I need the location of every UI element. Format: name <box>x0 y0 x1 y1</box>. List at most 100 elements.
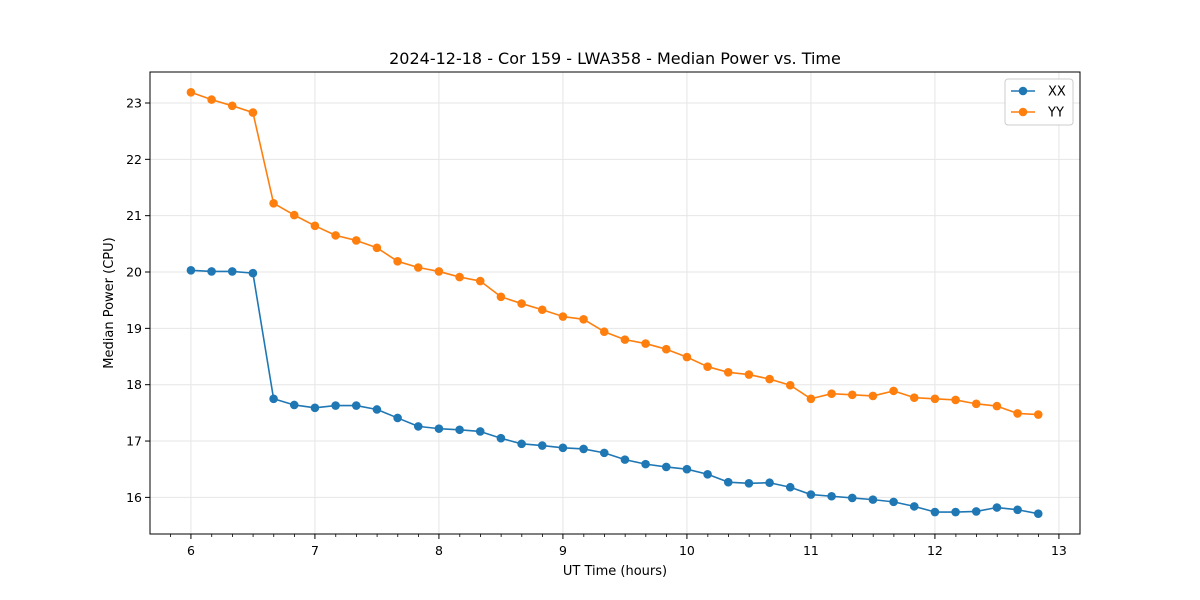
data-point-xx <box>703 469 712 479</box>
data-point-yy <box>765 374 774 384</box>
data-point-xx <box>930 507 940 517</box>
data-point-yy <box>661 344 671 354</box>
x-axis: 6 7 8 9 10 11 12 13 <box>169 534 1067 558</box>
data-point-yy <box>641 339 650 348</box>
data-point-yy <box>579 315 588 324</box>
data-point-xx <box>641 459 650 469</box>
data-point-xx <box>537 441 547 450</box>
data-point-yy <box>269 198 278 208</box>
x-axis-label: UT Time (hours) <box>563 564 667 579</box>
data-point-xx <box>951 507 960 517</box>
y-tick-label: 16 <box>126 490 142 505</box>
x-tick-label: 7 <box>311 543 319 558</box>
data-point-xx <box>186 266 196 275</box>
data-point-yy <box>785 380 795 390</box>
data-point-yy <box>1013 409 1022 418</box>
data-point-yy <box>310 221 320 231</box>
data-point-xx <box>992 503 1002 512</box>
data-point-xx <box>744 478 754 488</box>
data-point-yy <box>413 263 423 272</box>
y-axis-label: Median Power (CPU) <box>102 237 117 368</box>
data-point-yy <box>475 276 485 286</box>
data-point-yy <box>682 352 692 362</box>
data-point-xx <box>413 422 423 431</box>
data-point-xx <box>1013 505 1022 515</box>
data-point-yy <box>1033 410 1043 419</box>
data-point-yy <box>393 257 402 266</box>
data-point-yy <box>496 292 506 302</box>
legend-marker-xx <box>1018 86 1028 96</box>
data-point-xx <box>517 439 526 449</box>
data-point-xx <box>909 502 919 511</box>
y-tick-label: 23 <box>126 95 142 110</box>
data-point-yy <box>723 368 733 377</box>
data-point-yy <box>889 386 898 396</box>
data-point-xx <box>351 401 361 410</box>
data-point-yy <box>827 389 836 399</box>
data-point-yy <box>599 327 609 337</box>
data-point-xx <box>599 448 609 458</box>
data-point-xx <box>310 403 320 413</box>
y-tick-label: 18 <box>126 377 142 392</box>
data-point-xx <box>765 478 774 488</box>
data-point-xx <box>682 464 692 474</box>
data-point-xx <box>1033 509 1043 519</box>
plot-area <box>186 87 1043 519</box>
data-point-xx <box>372 405 382 414</box>
series-line-yy <box>190 91 1039 416</box>
y-tick-label: 22 <box>126 152 142 167</box>
data-point-xx <box>269 394 278 404</box>
y-tick-label: 19 <box>126 321 142 336</box>
x-tick-label: 13 <box>1051 543 1067 558</box>
series-line-xx <box>190 269 1039 515</box>
data-point-yy <box>806 394 816 404</box>
data-point-yy <box>207 95 216 104</box>
data-point-xx <box>207 267 216 276</box>
legend-marker-yy <box>1018 107 1028 117</box>
data-point-yy <box>847 390 857 400</box>
data-point-xx <box>558 443 568 453</box>
chart-title: 2024-12-18 - Cor 159 - LWA358 - Median P… <box>389 49 841 68</box>
data-point-yy <box>517 299 526 308</box>
data-point-yy <box>558 312 568 321</box>
data-point-yy <box>331 231 340 240</box>
data-point-xx <box>723 477 733 487</box>
y-axis: 16 17 18 19 20 21 22 23 <box>126 95 150 505</box>
y-tick-label: 21 <box>126 208 142 223</box>
data-point-yy <box>930 394 940 404</box>
x-tick-label: 6 <box>187 543 195 558</box>
data-point-xx <box>496 433 506 443</box>
data-point-xx <box>889 497 898 507</box>
data-point-yy <box>537 305 547 315</box>
data-point-xx <box>785 482 795 492</box>
data-point-xx <box>827 491 836 501</box>
x-tick-label: 8 <box>435 543 443 558</box>
data-point-yy <box>703 362 712 371</box>
x-tick-label: 9 <box>559 543 567 558</box>
data-point-xx <box>434 424 444 433</box>
data-point-xx <box>868 495 878 504</box>
data-point-xx <box>579 444 588 454</box>
data-point-yy <box>289 210 299 220</box>
x-tick-label: 12 <box>927 543 943 558</box>
x-tick-label: 11 <box>803 543 819 558</box>
grid <box>150 72 1080 534</box>
data-point-yy <box>868 391 878 401</box>
data-point-xx <box>289 400 299 410</box>
legend-label-xx: XX <box>1048 85 1066 100</box>
data-point-yy <box>434 267 444 276</box>
data-point-yy <box>351 236 361 245</box>
data-point-yy <box>992 401 1002 411</box>
y-tick-label: 20 <box>126 265 142 280</box>
plot-frame <box>149 71 1081 535</box>
data-point-xx <box>248 268 258 278</box>
data-point-xx <box>475 427 485 436</box>
legend-label-yy: YY <box>1047 106 1064 121</box>
data-point-yy <box>186 87 196 97</box>
data-point-yy <box>455 272 464 282</box>
legend: XX YY <box>1004 78 1074 126</box>
data-point-xx <box>227 267 237 276</box>
data-point-yy <box>620 335 630 344</box>
data-point-yy <box>227 101 237 111</box>
